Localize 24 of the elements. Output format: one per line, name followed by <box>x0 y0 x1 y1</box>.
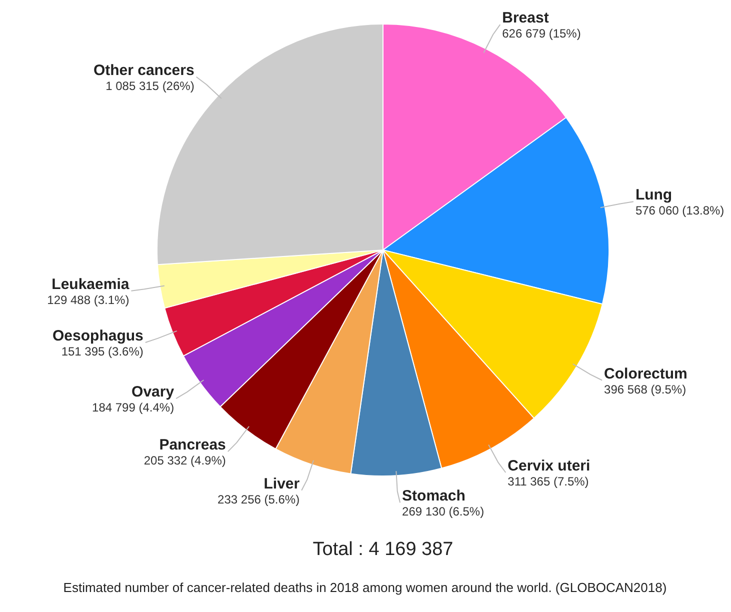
data-label: 151 395 (3.6%) <box>61 344 144 358</box>
slice-label: Stomach <box>402 488 466 505</box>
slice-label: Other cancers <box>93 62 194 79</box>
slice-label: Lung <box>635 186 672 204</box>
slice-label: Breast <box>502 10 549 27</box>
slice-label: Pancreas <box>159 436 226 454</box>
slice-label: Oesophagus <box>52 327 144 344</box>
data-label: 396 568 (9.5%) <box>604 382 686 396</box>
data-label: 129 488 (3.1%) <box>47 292 130 307</box>
data-label: 1 085 315 (26%) <box>106 78 194 93</box>
data-label: 576 060 (13.8%) <box>635 204 724 218</box>
slice-label: Cervix uteri <box>508 458 590 475</box>
data-label: 205 332 (4.9%) <box>144 454 226 468</box>
data-label: 269 130 (6.5%) <box>402 504 484 519</box>
slice-label: Liver <box>264 475 300 492</box>
data-label: 626 679 (15%) <box>502 26 581 41</box>
data-label: 184 799 (4.4%) <box>92 400 174 415</box>
slice-label: Leukaemia <box>52 276 130 293</box>
text: Estimated number of cancer-related deaths in 2018 among women around the world. (GLOBOCAN2018) <box>63 580 667 595</box>
text: Total : 4 169 387 <box>312 539 454 560</box>
slice-label: Colorectum <box>604 365 688 382</box>
data-label: 311 365 (7.5%) <box>508 474 589 489</box>
slice-label: Ovary <box>132 384 175 401</box>
data-label: 233 256 (5.6%) <box>218 492 300 506</box>
